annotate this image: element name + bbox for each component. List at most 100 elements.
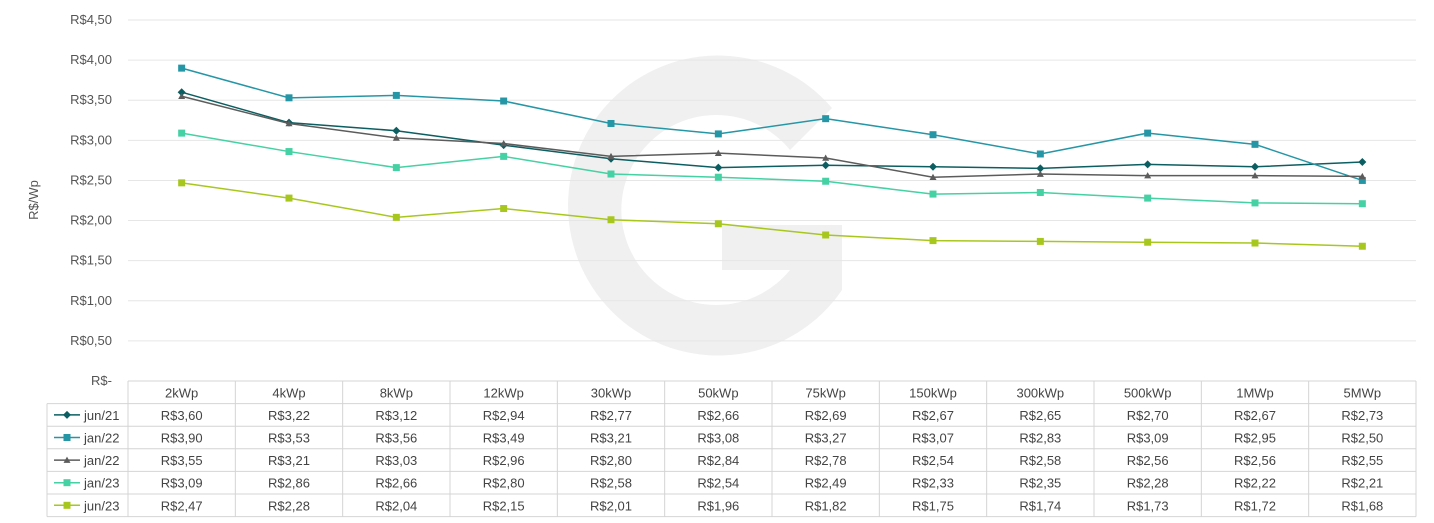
- data-label: R$2,04: [375, 498, 417, 513]
- data-point: [1358, 200, 1366, 208]
- y-axis-label: R$/Wp: [26, 180, 41, 220]
- data-label: R$2,67: [912, 408, 954, 423]
- grid: [128, 19, 1416, 342]
- data-label: R$3,49: [483, 431, 525, 446]
- series-lines: [177, 64, 1367, 250]
- data-point: [929, 173, 937, 181]
- data-point: [929, 190, 937, 198]
- data-point: [822, 115, 830, 123]
- series-2: [178, 92, 1366, 181]
- y-tick-label: R$4,50: [70, 12, 112, 27]
- data-label: R$2,56: [1127, 453, 1169, 468]
- data-label: R$1,68: [1341, 498, 1383, 513]
- data-point: [285, 119, 293, 127]
- x-tick-label: 1MWp: [1236, 385, 1274, 400]
- data-label: R$1,82: [805, 498, 847, 513]
- data-point: [1036, 237, 1044, 245]
- data-point: [929, 237, 937, 245]
- data-label: R$2,21: [1341, 476, 1383, 491]
- data-point: [500, 152, 508, 160]
- data-label: R$3,55: [161, 453, 203, 468]
- data-label: R$2,58: [1019, 453, 1061, 468]
- data-point: [178, 179, 186, 187]
- data-point: [1358, 157, 1367, 166]
- data-label: R$1,75: [912, 498, 954, 513]
- x-tick-label: 30kWp: [591, 385, 631, 400]
- data-label: R$3,09: [161, 476, 203, 491]
- data-label: R$3,60: [161, 408, 203, 423]
- data-label: R$3,22: [268, 408, 310, 423]
- data-point: [822, 231, 830, 239]
- data-label: R$2,73: [1341, 408, 1383, 423]
- data-label: R$3,53: [268, 431, 310, 446]
- data-label: R$2,66: [697, 408, 739, 423]
- series-3: [178, 129, 1366, 208]
- y-tick-label: R$-: [91, 373, 112, 388]
- data-point: [1358, 176, 1366, 184]
- data-label: R$3,12: [375, 408, 417, 423]
- x-tick-label: 75kWp: [805, 385, 845, 400]
- data-label: R$2,70: [1127, 408, 1169, 423]
- y-tick-label: R$4,00: [70, 52, 112, 67]
- legend-entry: jun/23: [83, 498, 119, 513]
- data-label: R$1,96: [697, 498, 739, 513]
- data-point: [178, 129, 186, 137]
- data-label: R$3,08: [697, 431, 739, 446]
- x-tick-label: 8kWp: [380, 385, 413, 400]
- data-point: [178, 64, 186, 72]
- legend-key-marker: [63, 410, 71, 419]
- data-label: R$2,33: [912, 476, 954, 491]
- legend-entry: jan/23: [83, 476, 119, 491]
- x-tick-label: 50kWp: [698, 385, 738, 400]
- data-label: R$2,15: [483, 498, 525, 513]
- data-point: [1036, 170, 1044, 177]
- data-point: [1358, 242, 1366, 250]
- data-point: [1251, 162, 1259, 171]
- watermark-logo: [568, 55, 842, 356]
- data-point: [821, 161, 830, 170]
- data-label: R$2,96: [483, 453, 525, 468]
- data-label: R$2,47: [161, 498, 203, 513]
- data-label: R$2,54: [697, 476, 739, 491]
- data-point: [1036, 164, 1045, 173]
- data-point: [1144, 194, 1152, 202]
- data-point: [1358, 172, 1366, 180]
- data-label: R$2,86: [268, 476, 310, 491]
- data-point: [392, 91, 400, 99]
- data-table: 2kWp 4kWp 8kWp 12kWp 30kWp 50kWp 75kWp 150kWp 30…: [46, 380, 1417, 518]
- data-label: R$2,58: [590, 476, 632, 491]
- data-label: R$2,66: [375, 476, 417, 491]
- data-point: [1144, 129, 1152, 137]
- data-label: R$3,27: [805, 431, 847, 446]
- legend-key-marker: [63, 479, 71, 487]
- data-label: R$1,73: [1127, 498, 1169, 513]
- y-tick-label: R$1,50: [70, 253, 112, 268]
- data-label: R$3,90: [161, 431, 203, 446]
- data-point: [392, 126, 401, 135]
- series-line: [181, 182, 1363, 247]
- x-tick-label: 5MWp: [1344, 385, 1382, 400]
- data-label: R$3,21: [590, 431, 632, 446]
- data-point: [714, 163, 723, 172]
- data-point: [1144, 172, 1152, 179]
- x-tick-label: 2kWp: [165, 385, 198, 400]
- data-label: R$2,55: [1341, 453, 1383, 468]
- legend-entry: jan/22: [83, 431, 119, 446]
- data-label: R$2,49: [805, 476, 847, 491]
- data-point: [607, 170, 615, 178]
- data-label: R$2,69: [805, 408, 847, 423]
- legend-key-marker: [63, 456, 71, 463]
- data-label: R$2,84: [697, 453, 739, 468]
- data-point: [607, 119, 615, 127]
- x-tick-label: 12kWp: [483, 385, 523, 400]
- data-label: R$2,78: [805, 453, 847, 468]
- data-point: [177, 88, 186, 97]
- legend-key-marker: [63, 501, 71, 509]
- data-point: [1144, 238, 1152, 246]
- data-point: [714, 149, 722, 156]
- series-line: [181, 132, 1363, 205]
- data-label: R$2,95: [1234, 431, 1276, 446]
- data-point: [1143, 160, 1152, 169]
- data-point: [929, 162, 937, 171]
- series-line: [181, 95, 1363, 178]
